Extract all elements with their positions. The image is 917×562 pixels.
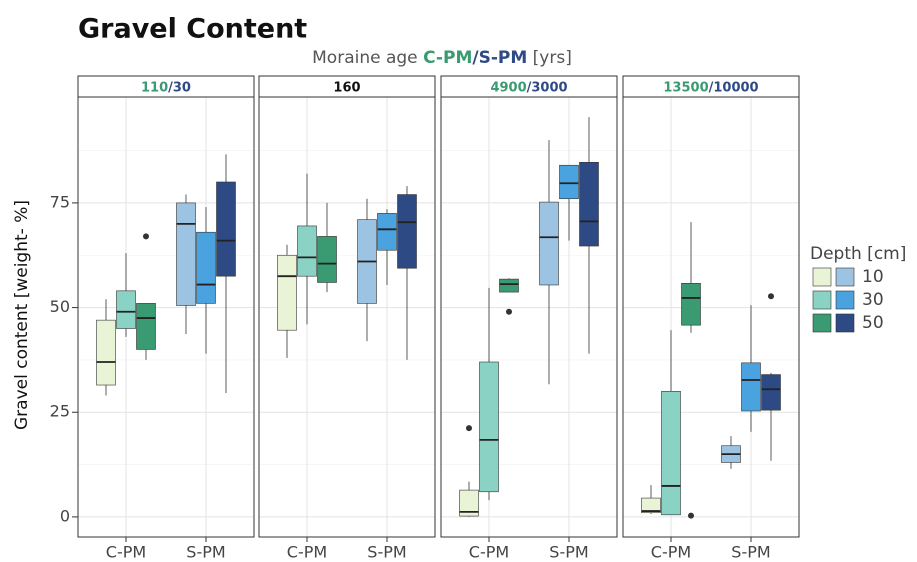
outlier — [506, 308, 512, 315]
box — [176, 202, 196, 306]
strip-part: 30 — [173, 80, 191, 95]
strip-label: 110/30 — [141, 80, 191, 95]
legend-swatch — [835, 267, 855, 287]
subtitle-part: /S-PM — [472, 48, 527, 68]
x-tick-label: C-PM — [106, 543, 146, 562]
strip-label: 160 — [333, 80, 360, 95]
box — [277, 254, 297, 331]
strip-part: / — [527, 80, 532, 95]
chart-title: Gravel Content — [78, 14, 307, 45]
legend-label: 30 — [862, 290, 884, 310]
outlier — [466, 425, 472, 432]
strip-part: / — [709, 80, 714, 95]
subtitle-part: C-PM — [423, 48, 472, 68]
outlier — [768, 293, 774, 300]
panel-background — [78, 97, 254, 537]
strip — [77, 75, 255, 98]
box — [741, 362, 761, 412]
box — [116, 290, 136, 329]
strip-label: 13500/10000 — [663, 80, 758, 95]
x-tick-label: C-PM — [651, 543, 691, 562]
legend-swatch — [835, 290, 855, 310]
box — [196, 231, 216, 304]
box — [661, 391, 681, 516]
box — [499, 278, 519, 293]
y-tick-label: 25 — [50, 402, 70, 421]
x-tick-label: S-PM — [186, 543, 225, 562]
strip — [622, 75, 800, 98]
y-tick-label: 0 — [60, 506, 70, 525]
legend-title: Depth [cm] — [810, 244, 906, 264]
box — [297, 225, 317, 277]
box — [479, 361, 499, 493]
strip-part: 3000 — [531, 80, 567, 95]
y-tick-label: 75 — [50, 192, 70, 211]
box — [397, 194, 417, 269]
x-tick-label: S-PM — [731, 543, 770, 562]
box — [377, 213, 397, 251]
box — [579, 162, 599, 247]
box — [96, 319, 116, 386]
chart-subtitle: Moraine age C-PM/S-PM [yrs] — [312, 48, 572, 68]
legend-swatch — [812, 313, 832, 333]
strip-part: 4900 — [490, 80, 526, 95]
box — [641, 497, 661, 514]
legend-swatch — [812, 290, 832, 310]
box — [761, 374, 781, 411]
strip — [258, 75, 436, 98]
legend-swatch — [812, 267, 832, 287]
legend-label: 10 — [862, 267, 884, 287]
x-tick-label: C-PM — [287, 543, 327, 562]
y-tick-label: 50 — [50, 297, 70, 316]
panel-background — [623, 97, 799, 537]
box — [317, 236, 337, 283]
x-tick-label: S-PM — [549, 543, 588, 562]
subtitle-part: Moraine age — [312, 48, 423, 68]
y-axis-title: Gravel content [weight- %] — [12, 200, 32, 430]
legend-swatch — [835, 313, 855, 333]
strip-part: / — [168, 80, 173, 95]
outlier — [688, 512, 694, 519]
strip — [440, 75, 618, 98]
strip-part: 160 — [333, 80, 360, 95]
legend-label: 50 — [862, 313, 884, 333]
box — [136, 303, 156, 350]
box — [559, 164, 579, 200]
outlier — [143, 233, 149, 240]
subtitle-part: [yrs] — [527, 48, 572, 68]
box — [459, 489, 479, 517]
x-tick-label: C-PM — [469, 543, 509, 562]
box — [216, 181, 236, 277]
box — [681, 282, 701, 326]
strip-part: 110 — [141, 80, 168, 95]
strip-part: 10000 — [713, 80, 758, 95]
strip-part: 13500 — [663, 80, 708, 95]
strip-label: 4900/3000 — [490, 80, 567, 95]
x-tick-label: S-PM — [367, 543, 406, 562]
box — [539, 201, 559, 286]
